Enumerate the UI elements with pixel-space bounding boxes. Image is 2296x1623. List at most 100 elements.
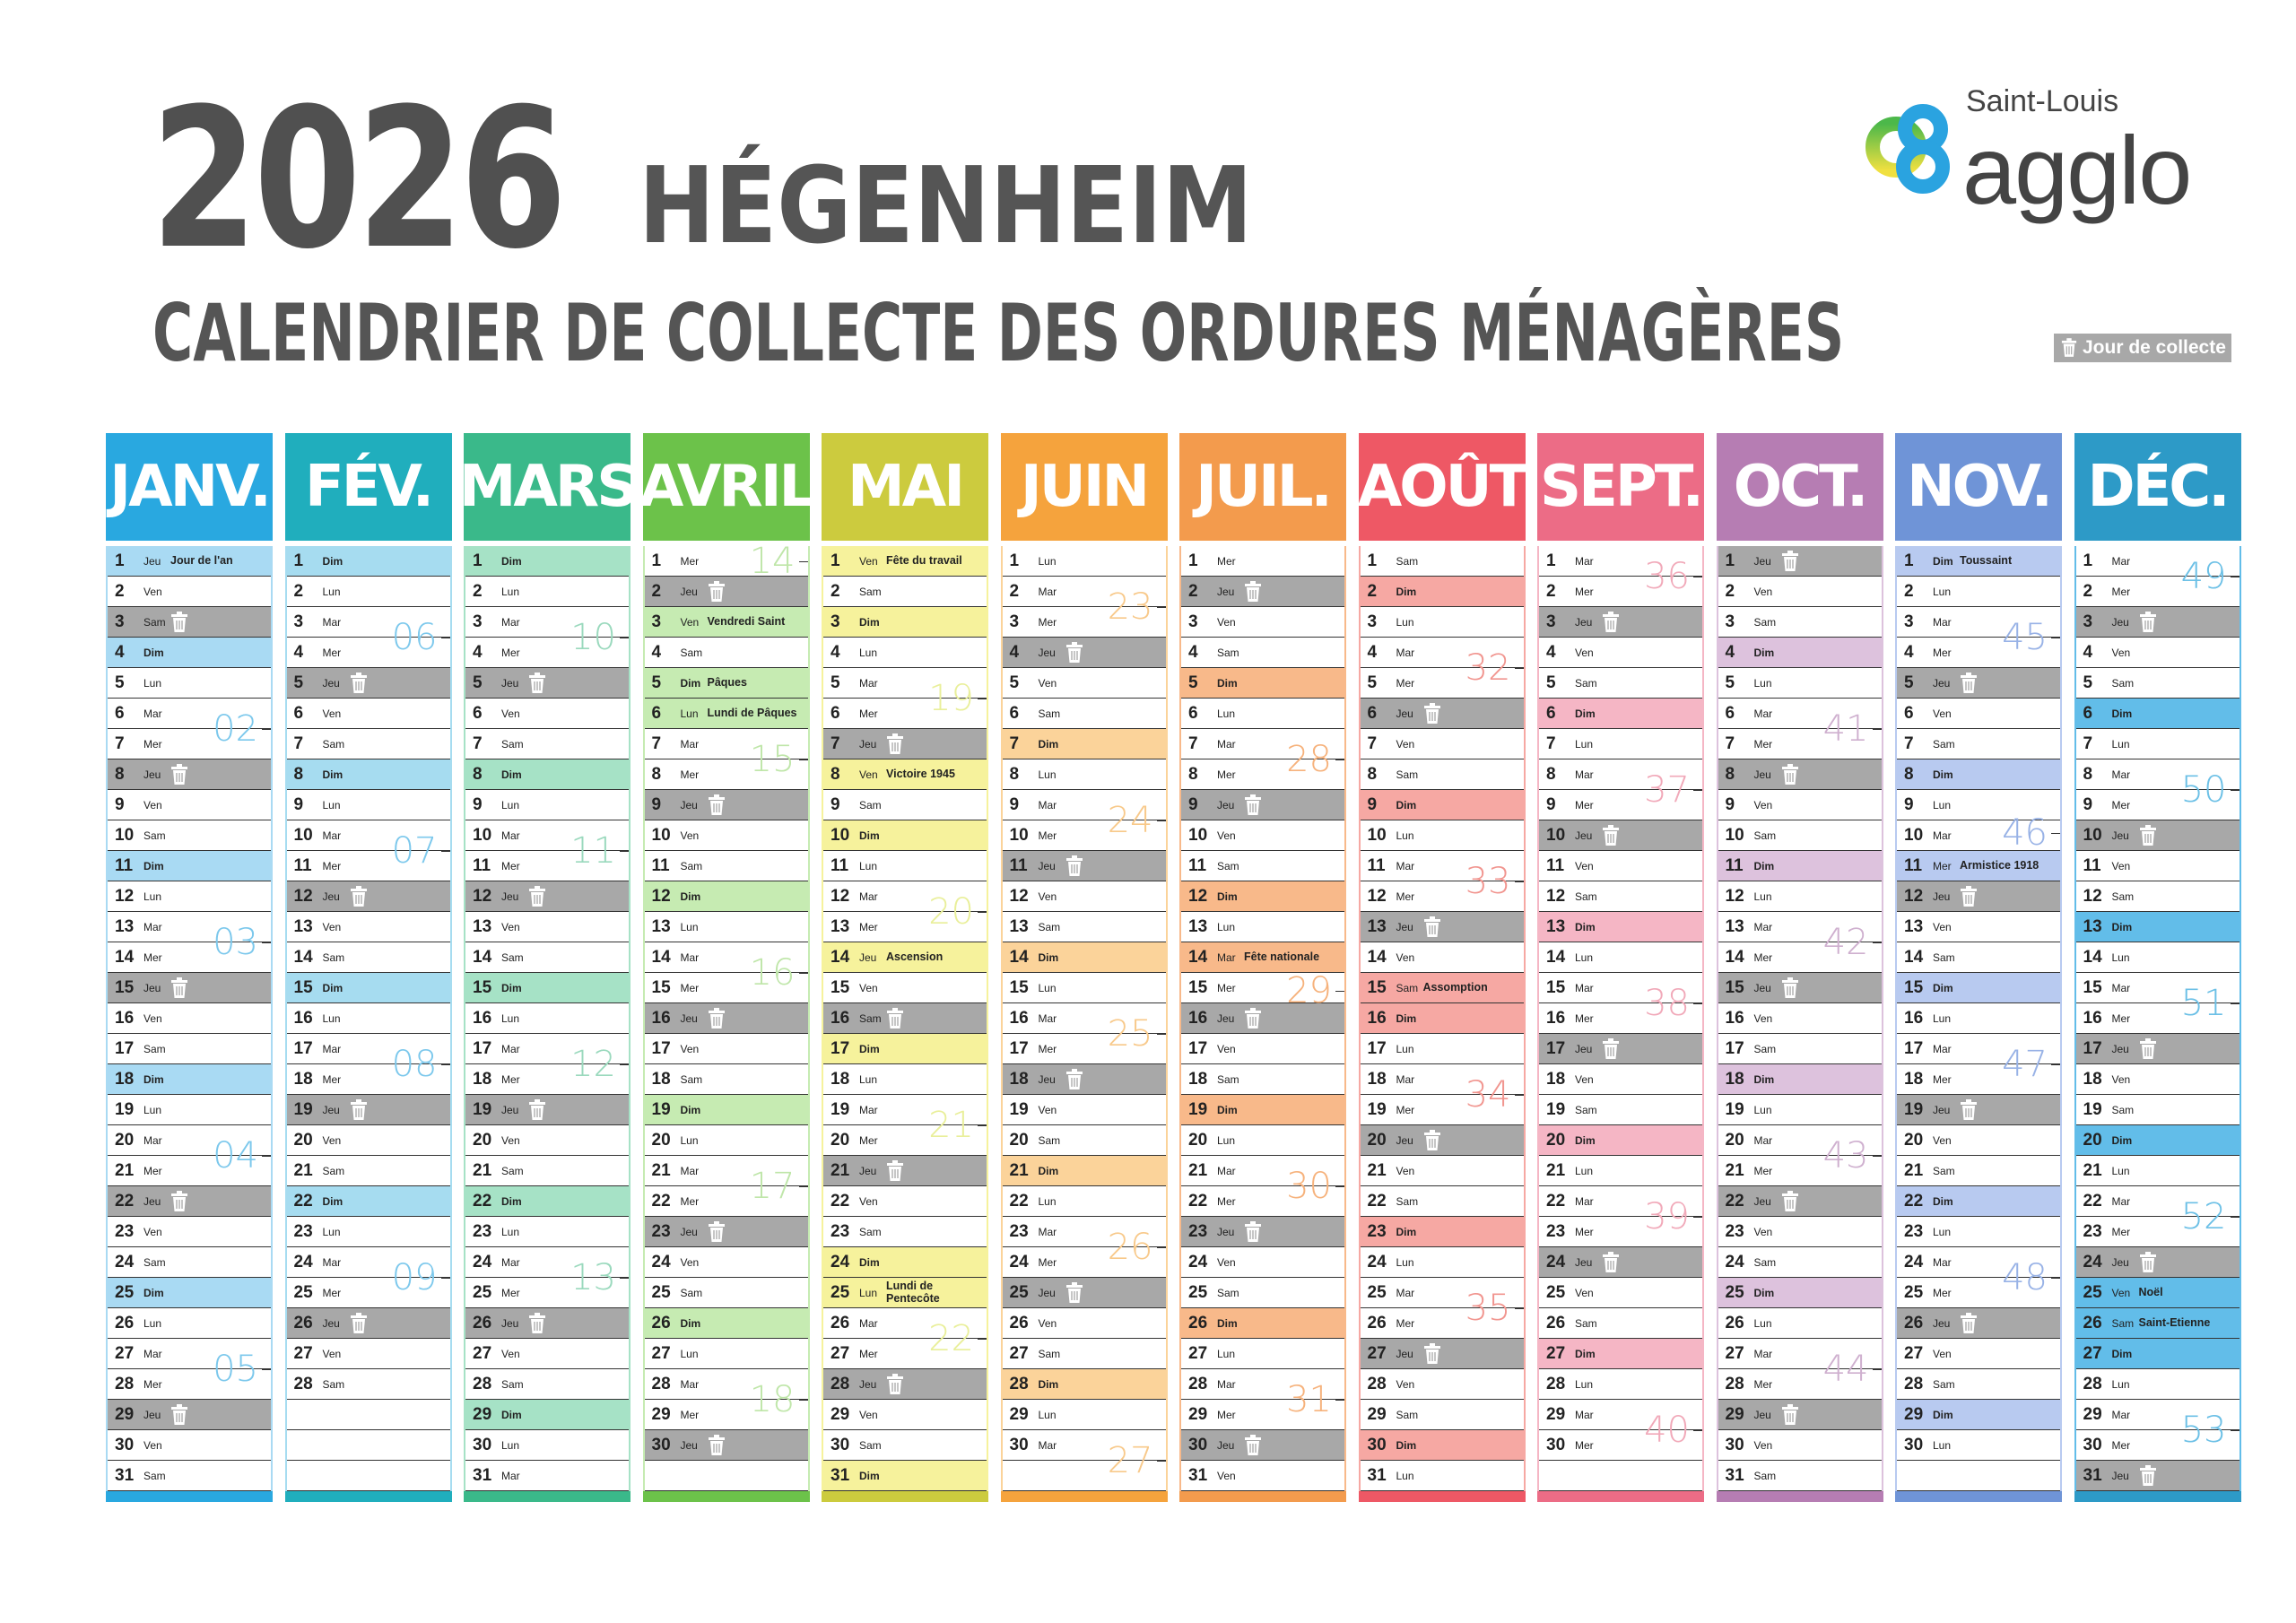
- week-number: 07: [388, 833, 450, 869]
- week-number: 24: [1104, 803, 1166, 838]
- week-number: 50: [2178, 772, 2239, 808]
- day-number: 3: [1546, 612, 1556, 631]
- weekday-label: Ven: [322, 1133, 342, 1147]
- day-number: 17: [1367, 1038, 1387, 1058]
- day-row: 17 Mar: [1897, 1034, 2060, 1064]
- day-row: 20 Sam: [1002, 1125, 1166, 1156]
- day-row: 10 Sam: [108, 820, 271, 851]
- day-number: 18: [293, 1069, 313, 1089]
- trash-icon: [170, 763, 188, 785]
- day-number: 3: [1367, 612, 1378, 631]
- weekday-label: Mar: [1396, 1286, 1415, 1299]
- weekday-label: Mar: [144, 707, 162, 720]
- day-number: 16: [1904, 1008, 1924, 1028]
- day-row: 8 Dim: [286, 759, 450, 790]
- month-footer-bar: [642, 1491, 810, 1502]
- day-row: 26 Ven: [1002, 1308, 1166, 1339]
- day-row: 12 Jeu: [286, 881, 450, 912]
- weekday-label: Lun: [144, 890, 162, 903]
- day-number: 31: [473, 1465, 492, 1485]
- day-number: 10: [651, 825, 671, 845]
- day-number: 30: [1725, 1435, 1744, 1454]
- weekday-label: Sam: [322, 1377, 345, 1391]
- weekday-label: Dim: [2111, 920, 2133, 933]
- week-number: 49: [2178, 559, 2239, 595]
- day-row: 7 Mar: [644, 729, 808, 759]
- day-row: 8 Ven Victoire 1945: [823, 759, 987, 790]
- day-number: 31: [1188, 1465, 1208, 1485]
- weekday-label: Dim: [859, 615, 880, 629]
- day-number: 22: [831, 1191, 850, 1211]
- day-row: 24 Lun: [1360, 1247, 1524, 1278]
- day-number: 23: [831, 1221, 850, 1241]
- day-row: 14 Mer: [1718, 942, 1882, 973]
- weekday-label: Dim: [1396, 798, 1417, 812]
- day-number: 1: [115, 551, 125, 570]
- day-row: 2 Ven: [1718, 577, 1882, 607]
- day-row: 7 Dim: [1002, 729, 1166, 759]
- day-row: 4 Sam: [1181, 638, 1344, 668]
- weekday-label: Lun: [1753, 1316, 1772, 1330]
- day-number: 16: [651, 1008, 671, 1028]
- day-number: 25: [2083, 1282, 2102, 1302]
- day-row: 11 Sam: [1181, 851, 1344, 881]
- day-number: 17: [1009, 1038, 1029, 1058]
- day-number: 30: [1367, 1435, 1387, 1454]
- weekday-label: Sam: [1396, 768, 1419, 781]
- day-number: 17: [293, 1038, 313, 1058]
- day-number: 17: [1725, 1038, 1744, 1058]
- weekday-label: Mer: [1217, 554, 1236, 568]
- day-number: 1: [2083, 551, 2093, 570]
- trash-icon: [2061, 338, 2077, 357]
- day-number: 12: [651, 886, 671, 906]
- day-list: 1 Lun 2 Mar 3 Mer 4 Jeu 5 Ven 6 Sam 7 Dim 8 Lun 9 Mar 10 Me…: [1000, 546, 1168, 1491]
- day-row: 29 Dim: [465, 1400, 629, 1430]
- day-row: 10 Mer: [1002, 820, 1166, 851]
- weekday-label: Jeu: [1038, 646, 1056, 659]
- day-row: 3 Mar: [286, 607, 450, 638]
- day-row: 9 Dim: [1360, 790, 1524, 820]
- weekday-label: Jeu: [680, 1438, 698, 1452]
- weekday-label: Ven: [501, 1133, 520, 1147]
- day-number: 19: [1188, 1099, 1208, 1119]
- weekday-label: Dim: [1575, 1133, 1596, 1147]
- day-number: 25: [1009, 1282, 1029, 1302]
- day-row: 29 Sam: [1360, 1400, 1524, 1430]
- day-number: 6: [115, 703, 125, 723]
- weekday-label: Sam: [1575, 890, 1597, 903]
- weekday-label: Sam: [144, 1469, 166, 1482]
- weekday-label: Jeu: [1933, 1316, 1951, 1330]
- weekday-label: Sam: [1396, 1408, 1419, 1421]
- day-row: 5 Dim: [1181, 668, 1344, 699]
- empty-row: [286, 1400, 450, 1430]
- day-number: 7: [115, 733, 125, 753]
- day-row: 25 Mer: [1897, 1278, 2060, 1308]
- weekday-label: Dim: [1575, 1347, 1596, 1360]
- day-row: 14 Dim: [1002, 942, 1166, 973]
- day-number: 11: [473, 855, 491, 875]
- day-number: 18: [1009, 1069, 1029, 1089]
- day-number: 29: [1367, 1404, 1387, 1424]
- day-row: 16 Mar: [1002, 1003, 1166, 1034]
- trash-icon: [528, 885, 546, 907]
- weekday-label: Dim: [501, 768, 522, 781]
- day-number: 22: [1188, 1191, 1208, 1211]
- weekday-label: Lun: [680, 920, 699, 933]
- day-row: 16 Lun: [1897, 1003, 2060, 1034]
- week-number: 14: [746, 543, 808, 579]
- day-row: 26 Jeu: [286, 1308, 450, 1339]
- day-row: 2 Lun: [286, 577, 450, 607]
- day-row: 13 Mer: [823, 912, 987, 942]
- day-number: 22: [1904, 1191, 1924, 1211]
- day-number: 3: [2083, 612, 2093, 631]
- day-number: 7: [2083, 733, 2093, 753]
- weekday-label: Mer: [1038, 1255, 1057, 1269]
- weekday-label: Ven: [322, 920, 342, 933]
- day-row: 18 Ven: [2075, 1064, 2239, 1095]
- day-number: 30: [1904, 1435, 1924, 1454]
- trash-icon: [2139, 1251, 2157, 1273]
- day-number: 2: [1009, 581, 1020, 601]
- weekday-label: Jeu: [1217, 585, 1235, 598]
- day-number: 30: [473, 1435, 492, 1454]
- weekday-label: Jeu: [1217, 1438, 1235, 1452]
